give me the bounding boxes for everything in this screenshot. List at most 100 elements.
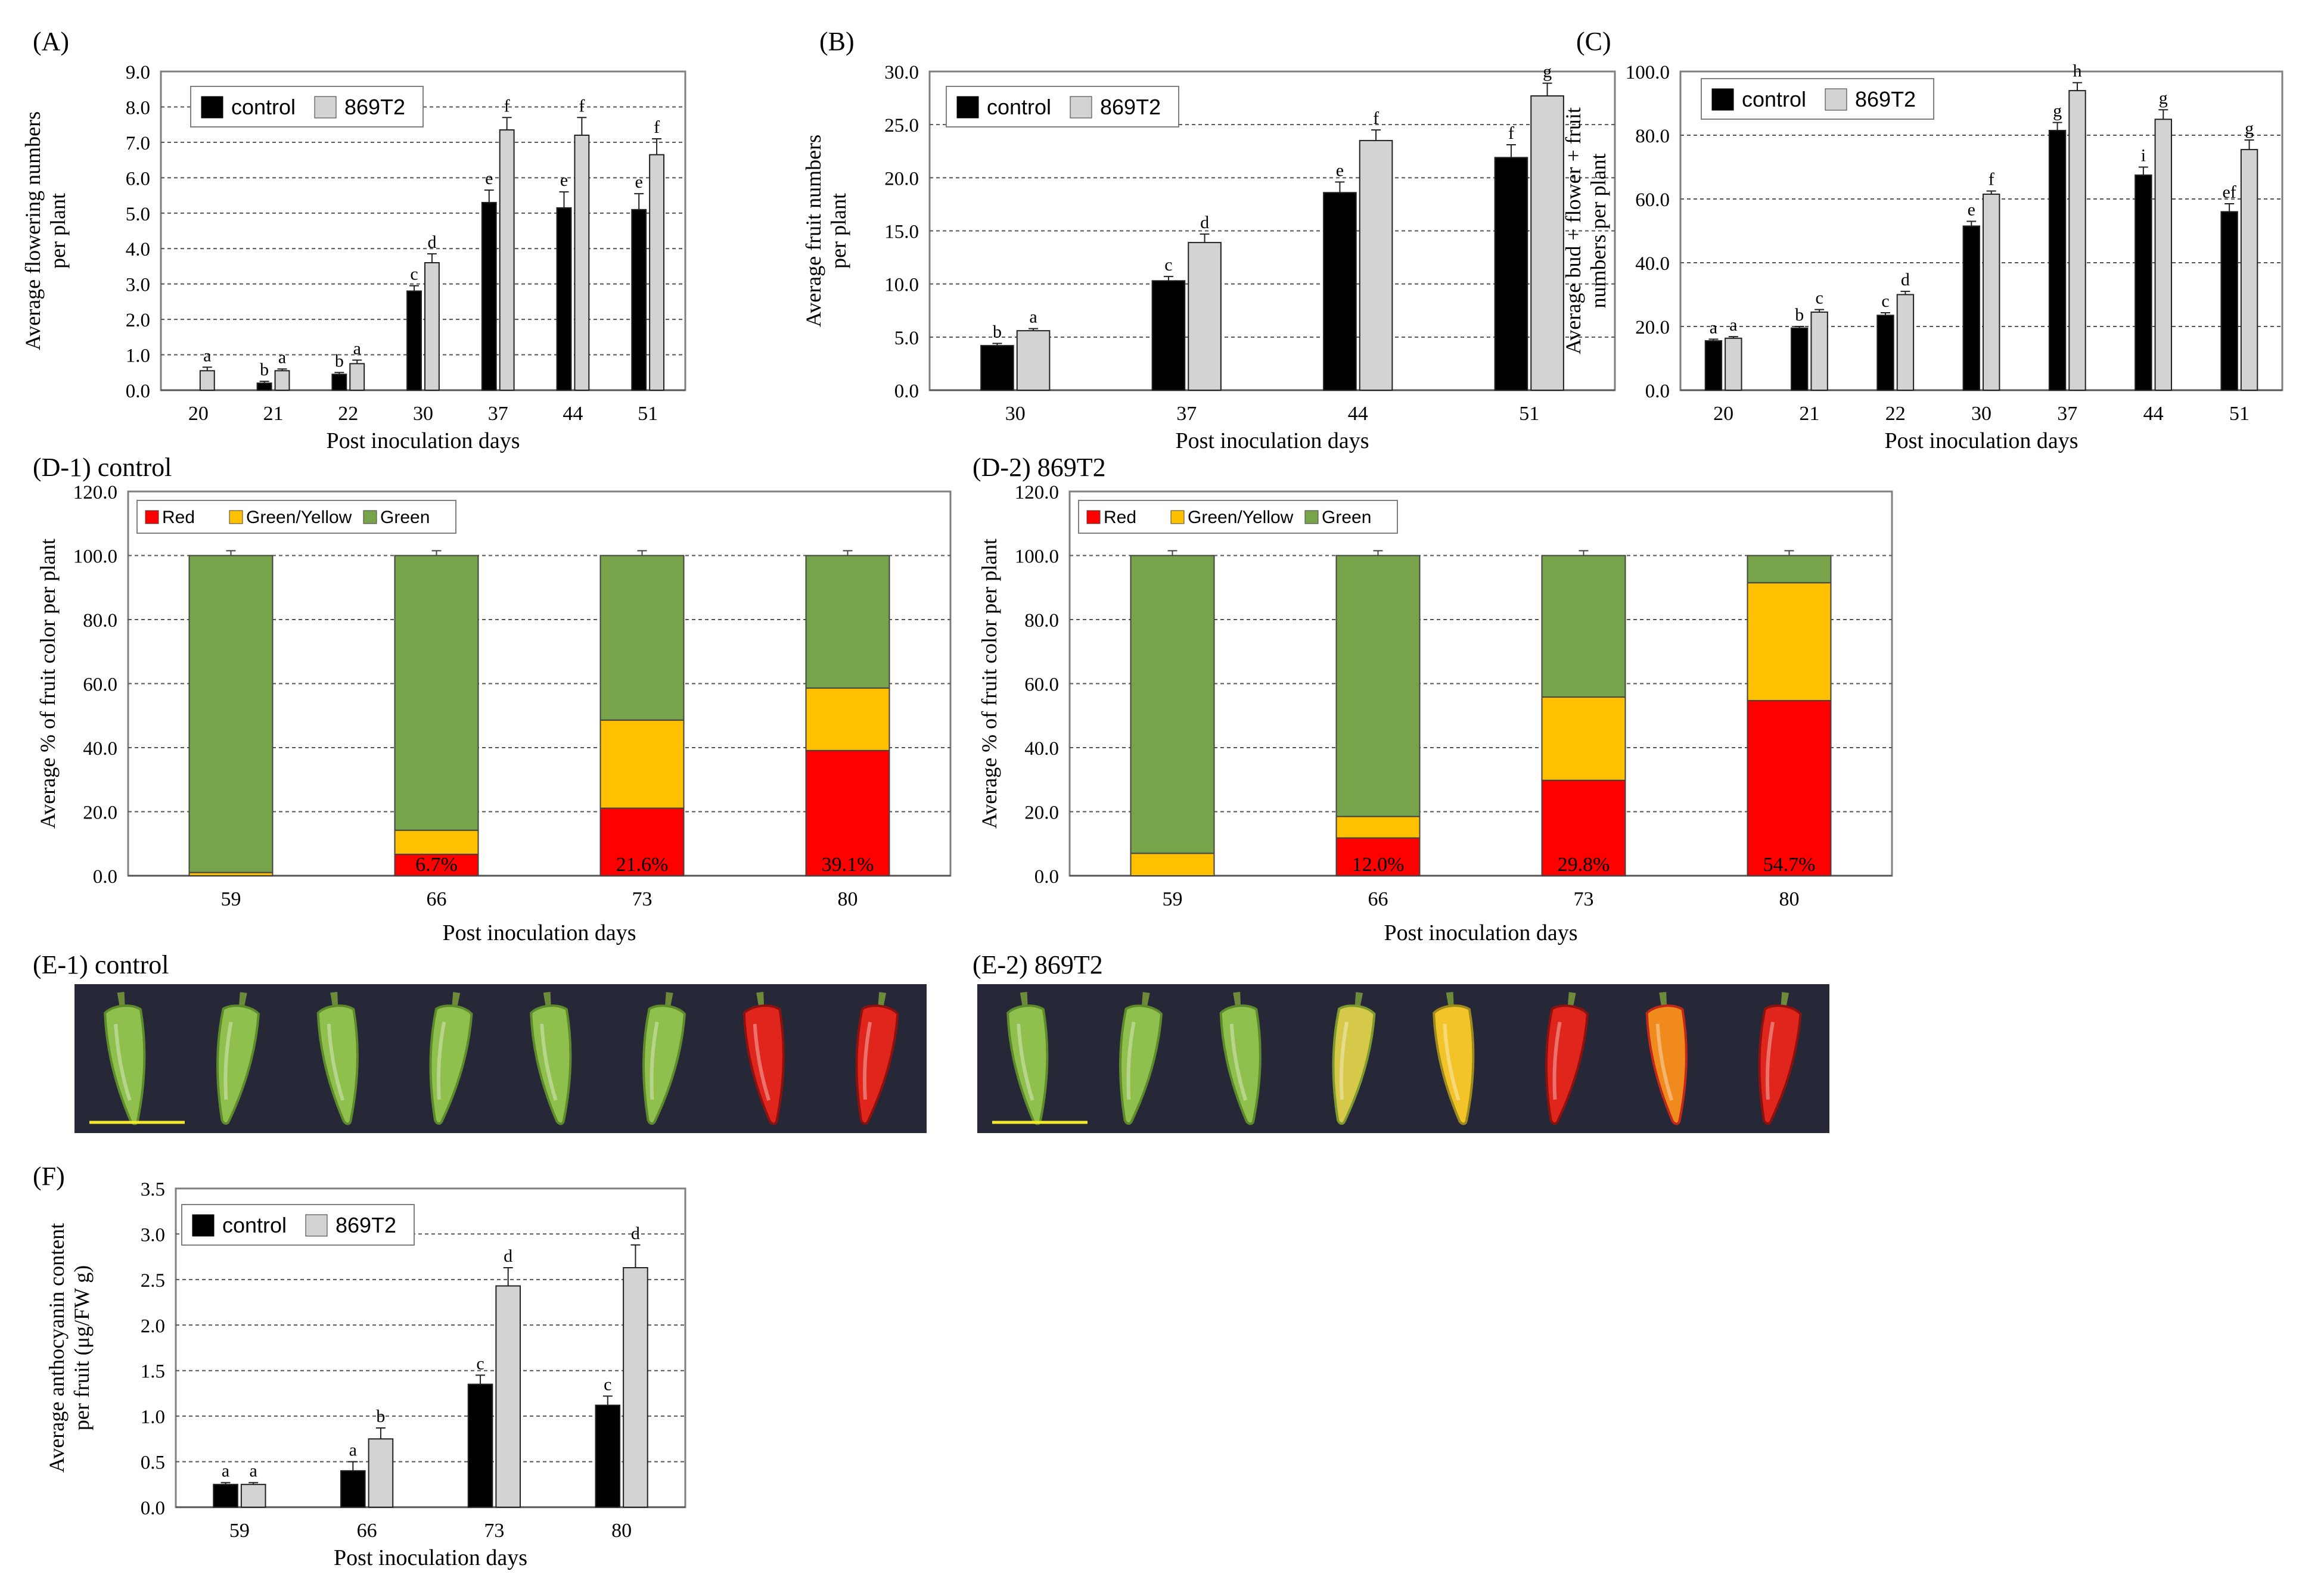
legend-swatch-green-yellow: [1170, 510, 1185, 524]
y-tick-label: 0.0: [93, 866, 117, 888]
significance-letter: c: [1881, 291, 1889, 311]
bar-control: [2048, 129, 2067, 391]
panel-label: (F): [33, 1162, 65, 1191]
y-tick-label: 100.0: [73, 546, 117, 568]
pepper-highlight: [650, 1022, 659, 1100]
significance-letter: f: [504, 96, 510, 116]
y-tick-label: 100.0: [1626, 62, 1670, 83]
legend-box: [181, 1204, 415, 1246]
legend: control 869T2: [190, 86, 424, 127]
pepper-highlight: [540, 1023, 558, 1101]
legend-swatch-control: [192, 1214, 215, 1237]
x-axis-label: Post inoculation days: [1884, 428, 2078, 453]
significance-letter: a: [222, 1461, 229, 1481]
legend-label-red: Red: [1104, 508, 1136, 527]
significance-letter: e: [635, 172, 643, 192]
stacked-segment-green-yellow: [805, 687, 890, 751]
x-tick-label: 59: [221, 888, 241, 910]
significance-letter: d: [427, 232, 436, 252]
x-axis-label: Post inoculation days: [1175, 428, 1369, 453]
pepper-body: [1332, 1004, 1376, 1125]
significance-letter: f: [1373, 108, 1379, 128]
stacked-segment-green-yellow: [394, 829, 479, 855]
significance-letter: a: [353, 338, 361, 358]
bar-869T2: [1530, 95, 1564, 391]
red-percentage-label: 21.6%: [616, 854, 669, 876]
red-percentage-label: 54.7%: [1763, 854, 1816, 876]
y-tick-label: 0.0: [1034, 866, 1059, 888]
y-tick-label: 5.0: [894, 328, 919, 349]
x-tick-label: 51: [638, 403, 658, 425]
significance-letter: e: [1336, 160, 1344, 180]
bar-869T2: [424, 262, 440, 391]
x-tick-label: 22: [338, 403, 358, 425]
stacked-segment-green: [599, 555, 685, 721]
x-tick-label: 51: [1519, 403, 1539, 425]
legend-swatch-green: [1304, 510, 1319, 524]
y-tick-label: 4.0: [126, 239, 150, 260]
y-tick-label: 100.0: [1015, 546, 1059, 568]
stacked-segment-red: [599, 807, 685, 877]
legend-label-control: control: [987, 95, 1051, 119]
x-tick-label: 44: [1348, 403, 1368, 425]
photo-panel-e2: (E-2) 869T2: [973, 950, 1829, 1133]
legend-swatch-red: [145, 510, 159, 524]
bar-control: [467, 1383, 493, 1508]
bar-control: [631, 209, 647, 391]
significance-letter: g: [2159, 88, 2168, 108]
legend-swatch-869t2: [305, 1214, 328, 1237]
significance-letter: c: [1815, 288, 1823, 308]
panel-label: (D-2) 869T2: [973, 453, 1106, 482]
x-tick-label: 44: [563, 403, 583, 425]
bar-869T2: [649, 154, 665, 391]
legend-label-control: control: [1742, 87, 1806, 111]
bar-869T2: [1016, 330, 1051, 391]
significance-letter: e: [1968, 200, 1975, 219]
stacked-segment-green-yellow: [1335, 816, 1421, 839]
significance-letter: b: [260, 360, 269, 379]
x-tick-label: 20: [188, 403, 209, 425]
chart-D2: 0.0 20.0 40.0 60.0 80.0 100.0 120.0 59 66 12.0% 73…: [973, 453, 1893, 945]
pepper-fruit: [1332, 992, 1376, 1125]
stacked-segment-red: [1747, 699, 1832, 877]
x-tick-label: 30: [413, 403, 433, 425]
legend: control 869T2: [946, 86, 1179, 127]
y-tick-label: 0.0: [126, 381, 150, 402]
bar-869T2: [1896, 294, 1915, 391]
significance-letter: e: [485, 169, 493, 188]
pepper-fruit: [104, 991, 146, 1125]
stacked-segment-green: [1541, 555, 1626, 698]
y-axis-label: Average anthocyanin contentper fruit (μg…: [45, 1223, 94, 1473]
significance-letter: e: [560, 170, 568, 190]
pepper-body: [1118, 1004, 1163, 1125]
significance-letter: a: [278, 347, 286, 367]
pepper-highlight: [1017, 1023, 1034, 1101]
pepper-highlight: [1765, 1022, 1775, 1100]
stacked-segment-green: [1335, 555, 1421, 817]
bar-control: [1151, 280, 1186, 391]
bar-869T2: [2240, 149, 2258, 391]
y-axis-label-line: per fruit (μg/FW g): [70, 1265, 94, 1431]
significance-letter: f: [1989, 170, 1994, 189]
x-tick-label: 73: [632, 888, 653, 910]
bar-control: [256, 382, 272, 391]
pepper-body: [316, 1004, 359, 1125]
legend-box: [946, 86, 1179, 127]
pepper-highlight: [1339, 1022, 1349, 1100]
y-tick-label: 0.0: [1645, 381, 1670, 402]
chart-B: 0.0 5.0 10.0 15.0 20.0 25.0 30.0 30 b a 37 c d 44 e f 51…: [801, 27, 1616, 453]
legend-label-red: Red: [162, 508, 195, 527]
significance-letter: g: [2245, 119, 2254, 138]
bar-control: [213, 1483, 238, 1508]
legend-label-869t2: 869T2: [335, 1213, 396, 1237]
legend-label-control: control: [231, 95, 296, 119]
pepper-highlight: [1126, 1022, 1136, 1100]
legend-box: [1078, 500, 1398, 534]
y-tick-label: 120.0: [1015, 482, 1059, 503]
legend-label-869t2: 869T2: [1100, 95, 1161, 119]
panel-label: (E-1) control: [33, 950, 169, 979]
pepper-body: [642, 1004, 686, 1125]
y-tick-label: 2.5: [141, 1270, 165, 1292]
pepper-highlight: [114, 1023, 132, 1101]
x-axis-label: Post inoculation days: [442, 920, 636, 945]
